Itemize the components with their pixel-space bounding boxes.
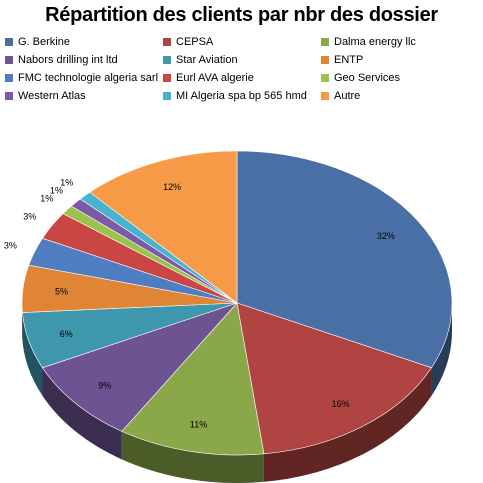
legend-item: Geo Services <box>321 70 479 85</box>
legend-item: ENTP <box>321 52 479 67</box>
legend-swatch <box>5 55 13 64</box>
legend-swatch <box>5 37 13 46</box>
legend-swatch <box>321 91 329 100</box>
data-label: 3% <box>4 240 17 250</box>
data-label: 32% <box>377 231 395 241</box>
data-label: 3% <box>23 211 36 221</box>
legend-item: Dalma energy llc <box>321 34 479 49</box>
legend-label: CEPSA <box>176 35 214 48</box>
legend-label: Western Atlas <box>18 89 86 102</box>
legend-item: MI Algeria spa bp 565 hmd <box>163 88 321 103</box>
pie-slice <box>89 150 238 304</box>
legend-swatch <box>163 55 171 64</box>
pie-slice <box>121 302 265 456</box>
data-label: 9% <box>98 380 111 390</box>
data-label: 1% <box>60 178 73 188</box>
legend: G. Berkine CEPSA Dalma energy llc Nabors dr… <box>5 34 480 103</box>
legend-label: Eurl AVA algerie <box>176 71 254 84</box>
legend-swatch <box>163 91 171 100</box>
legend-label: ENTP <box>334 53 364 66</box>
legend-item: Star Aviation <box>163 52 321 67</box>
data-labels: 32%16%11%9%6%5%3%3%1%1%1% 12% <box>4 178 395 430</box>
legend-item: Nabors drilling int ltd <box>5 52 163 67</box>
legend-item: Autre <box>321 88 479 103</box>
legend-item: CEPSA <box>163 34 321 49</box>
legend-swatch <box>163 37 171 46</box>
pie-slice <box>236 302 433 455</box>
data-label: 12% <box>163 182 181 192</box>
data-label: 11% <box>190 420 207 430</box>
data-label: 1% <box>50 185 63 195</box>
legend-label: Dalma energy llc <box>334 35 416 48</box>
pie-slice <box>236 150 453 369</box>
legend-item: Eurl AVA algerie <box>163 70 321 85</box>
pie-slice-side <box>22 312 43 396</box>
pie-slice-side <box>42 367 122 460</box>
legend-swatch <box>5 91 13 100</box>
legend-label: Star Aviation <box>176 53 238 66</box>
legend-swatch <box>321 37 329 46</box>
legend-item: Western Atlas <box>5 88 163 103</box>
chart-title: Répartition des clients par nbr des doss… <box>45 4 438 26</box>
legend-item: FMC technologie algeria sarl <box>5 70 163 85</box>
legend-label: MI Algeria spa bp 565 hmd <box>176 89 307 102</box>
legend-swatch <box>163 73 171 82</box>
legend-swatch <box>321 55 329 64</box>
legend-swatch <box>321 73 329 82</box>
legend-item: G. Berkine <box>5 34 163 49</box>
data-label: 16% <box>332 399 350 409</box>
pie-slice-side <box>263 367 432 482</box>
data-label: 1% <box>40 194 53 204</box>
pie-top <box>21 150 453 456</box>
data-label: 6% <box>60 329 73 339</box>
legend-label: FMC technologie algeria sarl <box>18 71 159 84</box>
legend-label: Autre <box>334 89 361 102</box>
legend-label: G. Berkine <box>18 35 70 48</box>
pie-slice <box>41 302 238 432</box>
legend-label: Nabors drilling int ltd <box>18 53 118 66</box>
legend-swatch <box>5 73 13 82</box>
data-label: 5% <box>55 286 68 296</box>
legend-label: Geo Services <box>334 71 401 84</box>
